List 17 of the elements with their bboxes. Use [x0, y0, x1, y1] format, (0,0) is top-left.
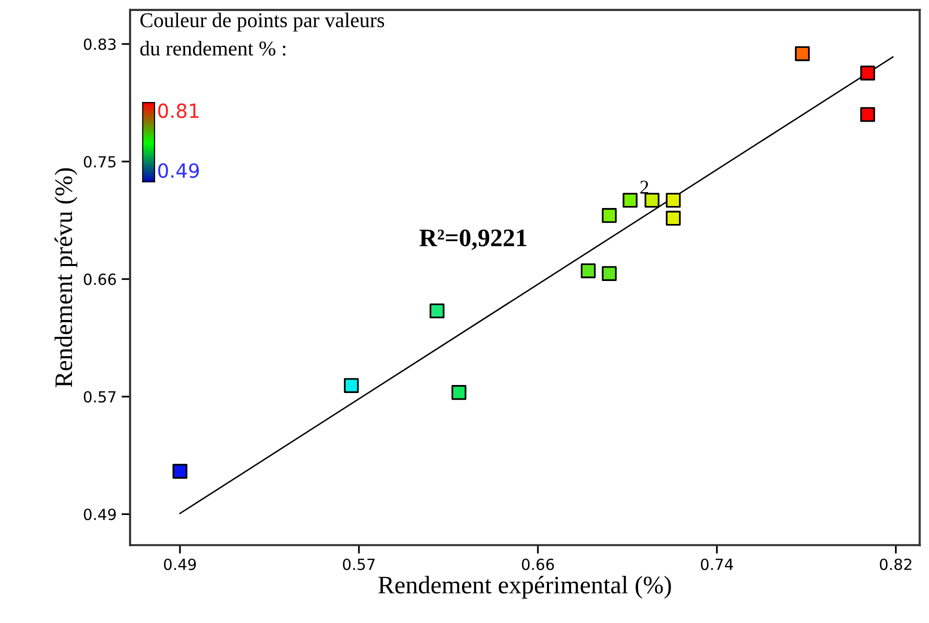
y-tick-label: 0.83 — [84, 38, 116, 50]
annotation: 0.49 — [158, 163, 199, 178]
x-tick-label: 0.74 — [700, 558, 734, 570]
x-tick-label: 0.49 — [164, 558, 196, 570]
annotation: 2 — [640, 180, 648, 194]
y-tick-label: 0.57 — [84, 391, 116, 403]
y-tick-label: 0.75 — [84, 156, 116, 168]
x-tick-label: 0.82 — [880, 558, 912, 570]
x-tick-label: 0.57 — [342, 558, 375, 570]
annotation: R²=0,9221 — [420, 229, 526, 250]
y-tick-label: 0.66 — [84, 274, 116, 286]
x-tick-label: 0.66 — [522, 558, 554, 570]
x-axis-title: Rendement expérimental (%) — [378, 576, 671, 599]
y-tick-label: 0.49 — [84, 508, 116, 520]
y-axis-title: Rendement prévu (%) — [54, 168, 78, 388]
annotation: 0.81 — [158, 103, 198, 118]
annotation: Couleur de points par valeurs du rendement % : — [140, 12, 384, 56]
